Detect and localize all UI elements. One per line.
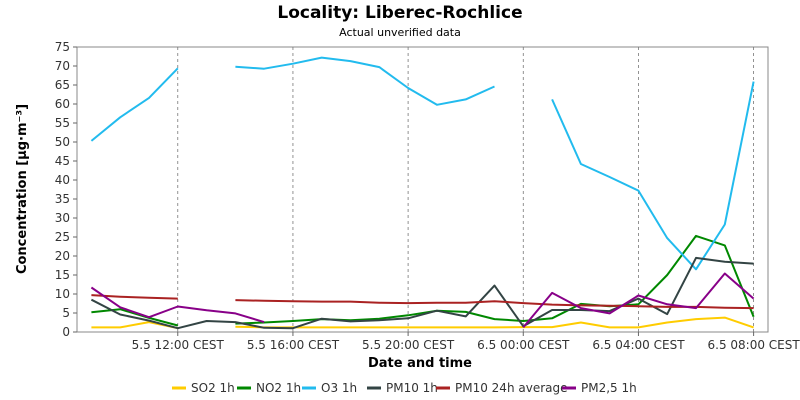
series-line xyxy=(90,256,754,330)
y-tick-label: 70 xyxy=(55,59,70,73)
x-tick-label: 6.5 04:00 CEST xyxy=(592,338,685,352)
x-tick-label: 5.5 12:00 CEST xyxy=(132,338,225,352)
y-tick-label: 15 xyxy=(55,268,70,282)
y-tick-label: 55 xyxy=(55,116,70,130)
legend-label: SO2 1h xyxy=(191,381,235,395)
y-tick-label: 40 xyxy=(55,173,70,187)
y-tick-label: 65 xyxy=(55,78,70,92)
plot-frame xyxy=(76,46,769,333)
series-line xyxy=(90,272,755,329)
plot-area xyxy=(76,46,769,333)
y-tick-label: 0 xyxy=(62,325,70,339)
series-o3-1h xyxy=(90,56,755,271)
legend-label: O3 1h xyxy=(321,381,357,395)
y-tick-label: 20 xyxy=(55,249,70,263)
y-tick-label: 10 xyxy=(55,287,70,301)
legend-label: PM10 1h xyxy=(386,381,438,395)
chart-title: Locality: Liberec-Rochlice xyxy=(277,3,522,23)
legend: SO2 1h NO2 1h O3 1h PM10 1h PM10 24h average… xyxy=(172,381,637,395)
series-pm2-5-1h xyxy=(90,272,755,329)
legend-item: PM10 1h xyxy=(367,381,438,395)
y-axis-ticks: 0 5 10 15 20 25 30 35 40 45 50 55 60 65 70 75 xyxy=(55,40,77,339)
y-tick-label: 30 xyxy=(55,211,70,225)
y-axis-label: Concentration [µg·m⁻³] xyxy=(15,104,30,274)
series-line xyxy=(91,294,754,310)
y-tick-label: 45 xyxy=(55,154,70,168)
x-tick-label: 5.5 16:00 CEST xyxy=(247,338,340,352)
legend-item: NO2 1h xyxy=(237,381,301,395)
legend-item: O3 1h xyxy=(302,381,357,395)
series-line xyxy=(90,56,755,271)
y-tick-label: 60 xyxy=(55,97,70,111)
x-axis-label: Date and time xyxy=(368,356,472,371)
series-layer xyxy=(90,56,755,330)
x-tick-label: 6.5 00:00 CEST xyxy=(477,338,570,352)
legend-label: PM2,5 1h xyxy=(581,381,637,395)
legend-label: PM10 24h average xyxy=(455,381,568,395)
y-tick-label: 35 xyxy=(55,192,70,206)
legend-label: NO2 1h xyxy=(256,381,301,395)
y-tick-label: 50 xyxy=(55,135,70,149)
legend-item: PM2,5 1h xyxy=(562,381,637,395)
legend-item: PM10 24h average xyxy=(436,381,568,395)
y-tick-label: 25 xyxy=(55,230,70,244)
x-tick-label: 6.5 08:00 CEST xyxy=(708,338,800,352)
y-tick-label: 5 xyxy=(62,306,70,320)
series-pm10-1h xyxy=(90,256,754,330)
y-tick-label: 75 xyxy=(55,40,70,54)
x-axis-ticks: 5.5 12:00 CEST 5.5 16:00 CEST 5.5 20:00 CE… xyxy=(132,332,800,352)
series-pm10-24h-average xyxy=(91,294,754,310)
legend-item: SO2 1h xyxy=(172,381,235,395)
x-tick-label: 5.5 20:00 CEST xyxy=(362,338,455,352)
chart-subtitle: Actual unverified data xyxy=(339,26,461,39)
